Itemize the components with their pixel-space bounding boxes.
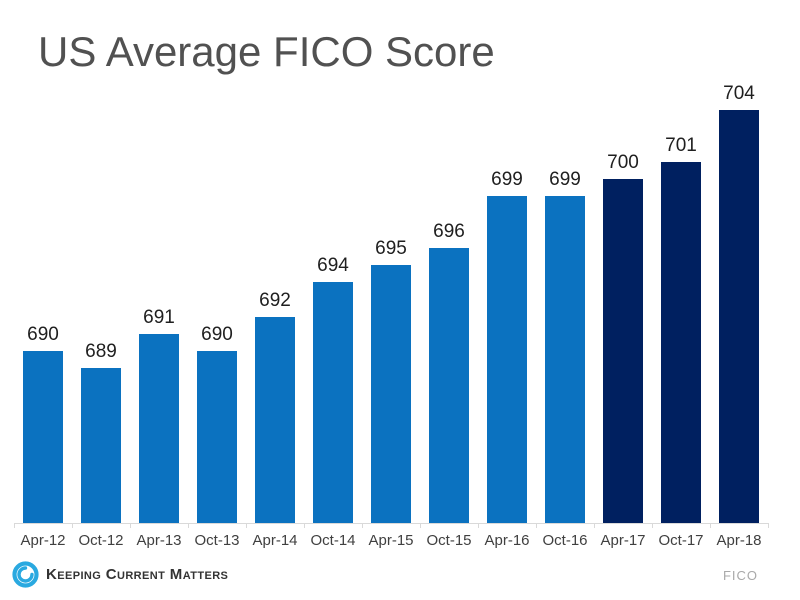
kcm-swirl-logo-icon	[12, 560, 39, 588]
axis-tick	[305, 523, 363, 528]
axis-tick	[363, 523, 421, 528]
bar-group: 695	[362, 238, 420, 523]
bar-oct-13	[197, 351, 237, 523]
bar-apr-18	[719, 110, 759, 523]
source-attribution: FICO	[722, 568, 758, 583]
bar-group: 694	[304, 255, 362, 523]
bar-oct-17	[661, 162, 701, 523]
bar-apr-13	[139, 334, 179, 523]
bar-group: 704	[710, 83, 768, 523]
bar-group: 690	[188, 324, 246, 523]
x-axis-label: Apr-17	[600, 532, 646, 549]
bar-value-label: 700	[607, 152, 639, 174]
bar-value-label: 699	[549, 169, 581, 191]
x-axis-label: Apr-14	[252, 532, 298, 549]
axis-tick	[15, 523, 73, 528]
x-axis-label: Apr-13	[136, 532, 182, 549]
x-axis-label: Apr-16	[484, 532, 530, 549]
axis-tick	[421, 523, 479, 528]
bar-apr-16	[487, 196, 527, 523]
bar-apr-14	[255, 317, 295, 523]
x-axis-ticks	[14, 523, 769, 528]
bar-oct-16	[545, 196, 585, 523]
axis-tick	[595, 523, 653, 528]
chart-title: US Average FICO Score	[38, 28, 495, 75]
x-axis-label: Apr-18	[716, 532, 762, 549]
bar-value-label: 690	[27, 324, 59, 346]
bar-group: 689	[72, 341, 130, 523]
x-axis-label: Apr-15	[368, 532, 414, 549]
bar-group: 691	[130, 307, 188, 523]
bar-oct-14	[313, 282, 353, 523]
bar-oct-15	[429, 248, 469, 523]
x-axis-label: Oct-13	[194, 532, 240, 549]
bar-value-label: 692	[259, 290, 291, 312]
x-axis-label: Oct-12	[78, 532, 124, 549]
bar-value-label: 690	[201, 324, 233, 346]
axis-tick	[711, 523, 769, 528]
bar-group: 692	[246, 290, 304, 523]
x-axis-label: Oct-17	[658, 532, 704, 549]
x-axis-line	[14, 523, 768, 524]
brand-lockup: Keeping Current Matters	[12, 559, 228, 589]
axis-tick	[247, 523, 305, 528]
bar-oct-12	[81, 368, 121, 523]
bar-value-label: 704	[723, 83, 755, 105]
bar-group: 696	[420, 221, 478, 523]
plot-area: 690 689 691 690 692 694 695 696 699 699 700 701 704	[14, 76, 768, 523]
bar-value-label: 695	[375, 238, 407, 260]
bar-value-label: 694	[317, 255, 349, 277]
bar-group: 699	[478, 169, 536, 523]
bar-group: 701	[652, 135, 710, 523]
axis-tick	[653, 523, 711, 528]
x-axis-label: Oct-14	[310, 532, 356, 549]
x-axis-label: Apr-12	[20, 532, 66, 549]
axis-tick	[131, 523, 189, 528]
axis-tick	[479, 523, 537, 528]
bar-group: 699	[536, 169, 594, 523]
bar-value-label: 696	[433, 221, 465, 243]
bar-value-label: 699	[491, 169, 523, 191]
axis-tick	[189, 523, 247, 528]
bar-value-label: 701	[665, 135, 697, 157]
bar-group: 700	[594, 152, 652, 523]
bar-value-label: 691	[143, 307, 175, 329]
bar-apr-15	[371, 265, 411, 523]
bar-value-label: 689	[85, 341, 117, 363]
bar-apr-17	[603, 179, 643, 523]
brand-name: Keeping Current Matters	[46, 565, 229, 583]
x-axis-label: Oct-15	[426, 532, 472, 549]
bar-group: 690	[14, 324, 72, 523]
axis-tick	[73, 523, 131, 528]
axis-tick	[537, 523, 595, 528]
x-axis-label: Oct-16	[542, 532, 588, 549]
bar-apr-12	[23, 351, 63, 523]
x-axis-labels: Apr-12 Oct-12 Apr-13 Oct-13 Apr-14 Oct-14 Apr-…	[14, 532, 768, 549]
